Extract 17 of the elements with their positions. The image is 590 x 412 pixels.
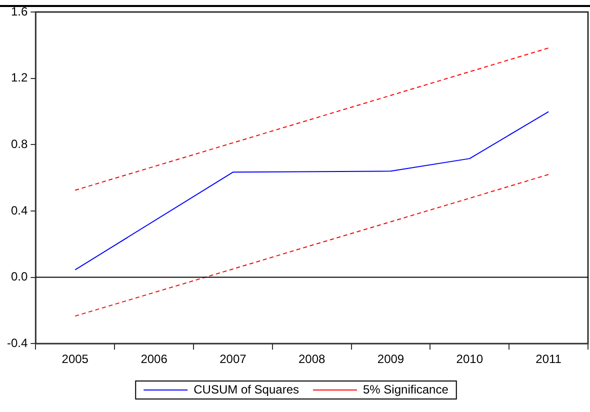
x-tick-label: 2008 bbox=[298, 352, 326, 366]
y-tick-label: 1.6 bbox=[10, 4, 28, 18]
legend-label: 5% Significance bbox=[362, 382, 449, 396]
x-tick-label: 2006 bbox=[140, 352, 168, 366]
x-tick-label: 2010 bbox=[456, 352, 484, 366]
line-series bbox=[74, 174, 550, 317]
x-tick-label: 2011 bbox=[536, 352, 562, 366]
x-tick-label: 2007 bbox=[220, 352, 247, 366]
x-tick-label: 2009 bbox=[377, 352, 404, 366]
y-tick-label: 0.8 bbox=[10, 136, 28, 151]
y-tick-label: 1.2 bbox=[10, 70, 28, 85]
y-tick-label: 0.4 bbox=[10, 203, 28, 218]
y-tick-label: -0.4 bbox=[6, 336, 28, 350]
legend-label: CUSUM of Squares bbox=[194, 382, 299, 396]
x-tick-label: 2005 bbox=[62, 352, 89, 366]
line-series bbox=[74, 47, 550, 191]
y-tick-label: 0.0 bbox=[10, 270, 28, 284]
